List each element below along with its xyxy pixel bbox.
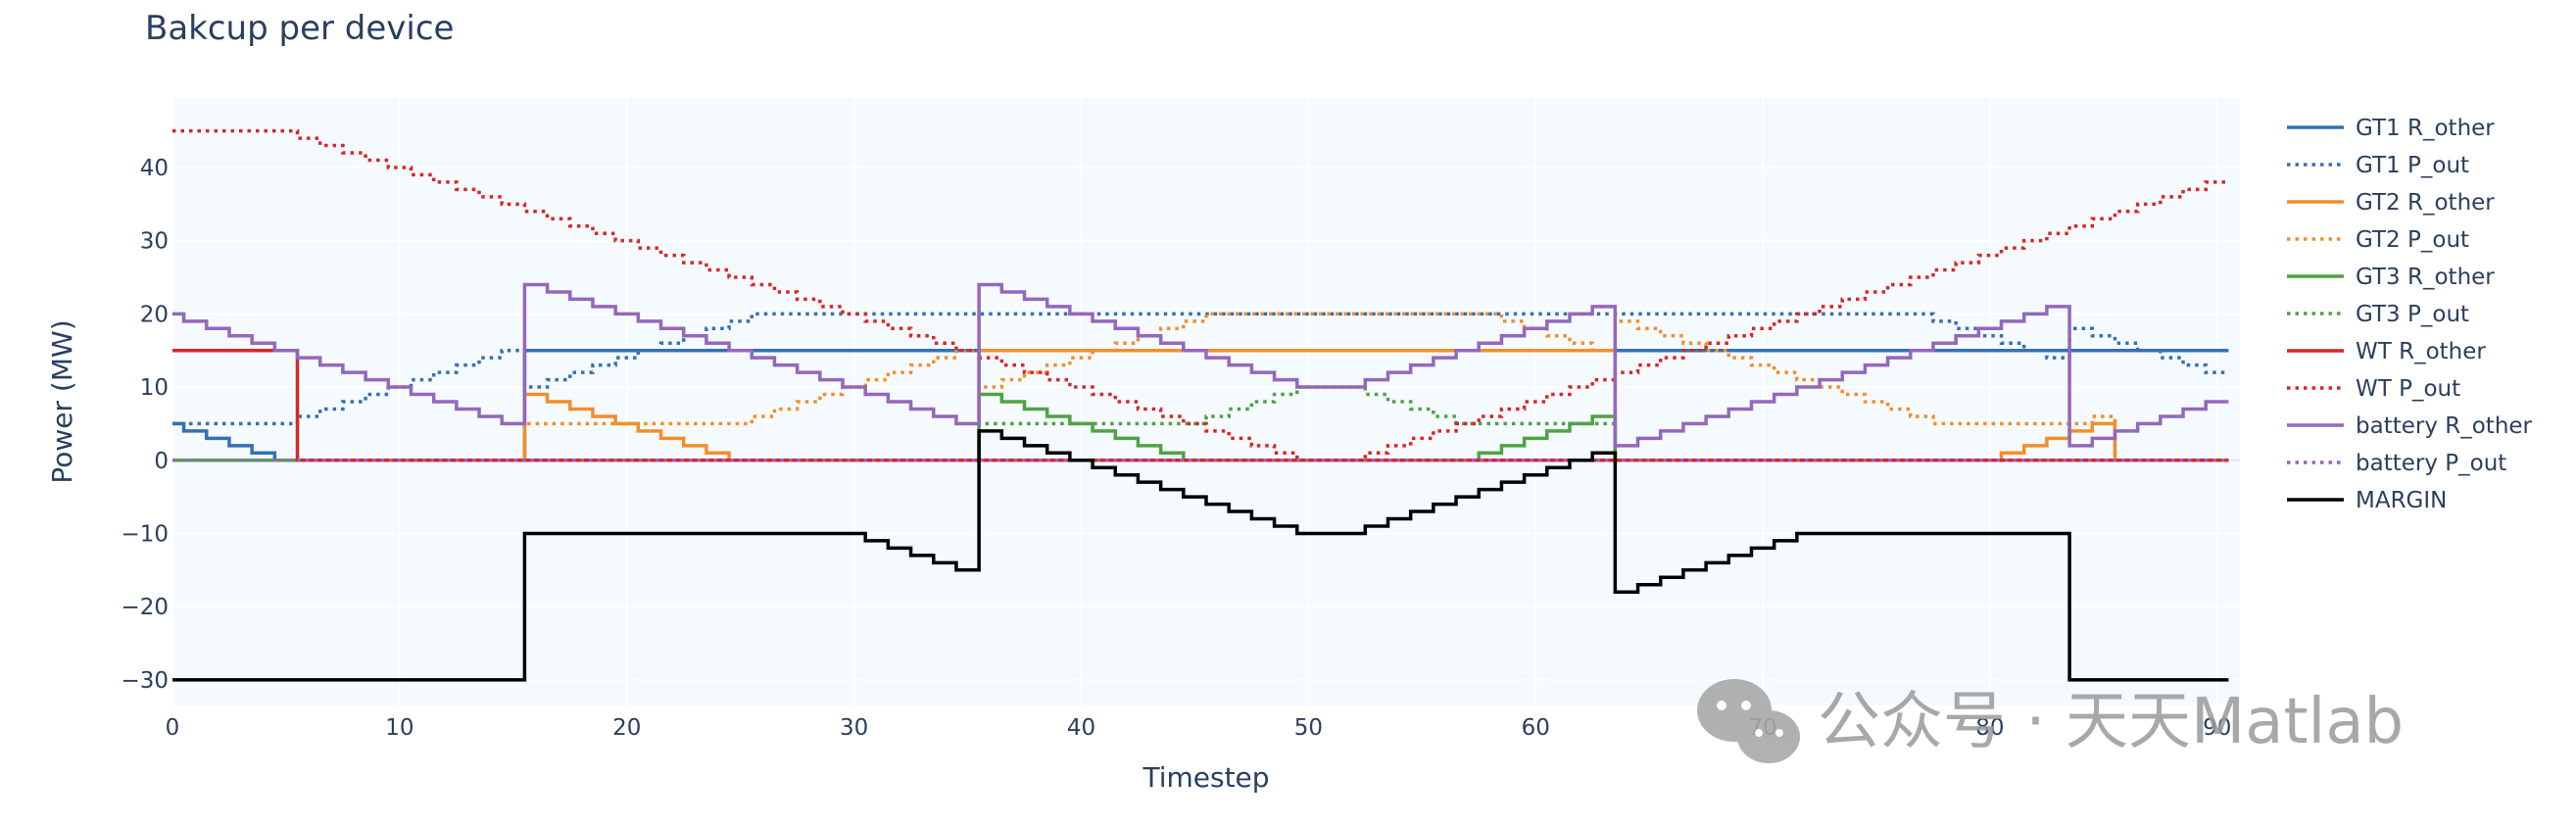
legend-label: GT1 R_other [2356, 116, 2495, 141]
y-tick-label: 40 [140, 156, 169, 181]
y-tick-label: 30 [140, 229, 169, 255]
y-tick-label: 20 [140, 302, 169, 327]
x-axis-title: Timestep [1142, 761, 1269, 794]
chart-title: Bakcup per device [145, 9, 454, 48]
x-tick-label: 20 [612, 715, 641, 741]
legend-label: WT P_out [2356, 376, 2460, 402]
x-tick-label: 90 [2203, 715, 2231, 741]
legend-item[interactable]: GT3 P_out [2287, 302, 2469, 327]
y-axis-title: Power (MW) [46, 319, 78, 483]
legend-item[interactable]: GT2 R_other [2287, 190, 2495, 216]
legend-item[interactable]: WT R_other [2287, 339, 2486, 364]
y-tick-label: 0 [154, 449, 169, 474]
series-lines [172, 128, 2229, 682]
legend-label: battery R_other [2356, 413, 2533, 439]
legend-item[interactable]: WT P_out [2287, 376, 2460, 402]
series-line-10 [172, 429, 2229, 682]
legend-item[interactable]: MARGIN [2287, 488, 2447, 513]
series-line-3 [172, 312, 2229, 462]
series-line-5 [172, 385, 2229, 462]
legend-label: GT2 P_out [2356, 227, 2469, 253]
wechat-icon [1697, 679, 1800, 763]
watermark-text: 公众号 · 天天Matlab [1818, 686, 2404, 758]
legend-label: GT3 R_other [2356, 265, 2495, 290]
watermark: 公众号 · 天天Matlab [1697, 679, 2404, 763]
series-line-7 [172, 128, 2229, 462]
legend-item[interactable]: GT2 P_out [2287, 227, 2469, 253]
legend-label: GT1 P_out [2356, 153, 2469, 178]
y-tick-label: −10 [121, 521, 169, 547]
x-tick-label: 10 [385, 715, 413, 741]
y-axis: −30 −20 −10 0 10 20 30 40 [121, 156, 169, 694]
x-tick-label: 60 [1522, 715, 1550, 741]
legend-label: battery P_out [2356, 451, 2506, 476]
legend-label: GT2 R_other [2356, 190, 2495, 216]
series-line-8 [172, 282, 2229, 448]
legend-label: MARGIN [2356, 488, 2447, 513]
x-tick-label: 0 [166, 715, 180, 741]
legend-item[interactable]: GT1 R_other [2287, 116, 2495, 141]
x-tick-label: 50 [1294, 715, 1323, 741]
legend-item[interactable]: GT1 P_out [2287, 153, 2469, 178]
plot-background [172, 98, 2240, 705]
legend-label: WT R_other [2356, 339, 2486, 364]
x-tick-label: 80 [1975, 715, 2004, 741]
legend-item[interactable]: GT3 R_other [2287, 265, 2495, 290]
x-tick-label: 40 [1067, 715, 1095, 741]
y-tick-label: 10 [140, 375, 169, 401]
legend-item[interactable]: battery R_other [2287, 413, 2533, 439]
legend[interactable]: GT1 R_other GT1 P_out GT2 R_other GT2 P_out… [2287, 116, 2533, 513]
x-tick-label: 30 [840, 715, 868, 741]
legend-label: GT3 P_out [2356, 302, 2469, 327]
y-tick-label: −20 [121, 595, 169, 620]
legend-item[interactable]: battery P_out [2287, 451, 2506, 476]
y-tick-label: −30 [121, 668, 169, 694]
